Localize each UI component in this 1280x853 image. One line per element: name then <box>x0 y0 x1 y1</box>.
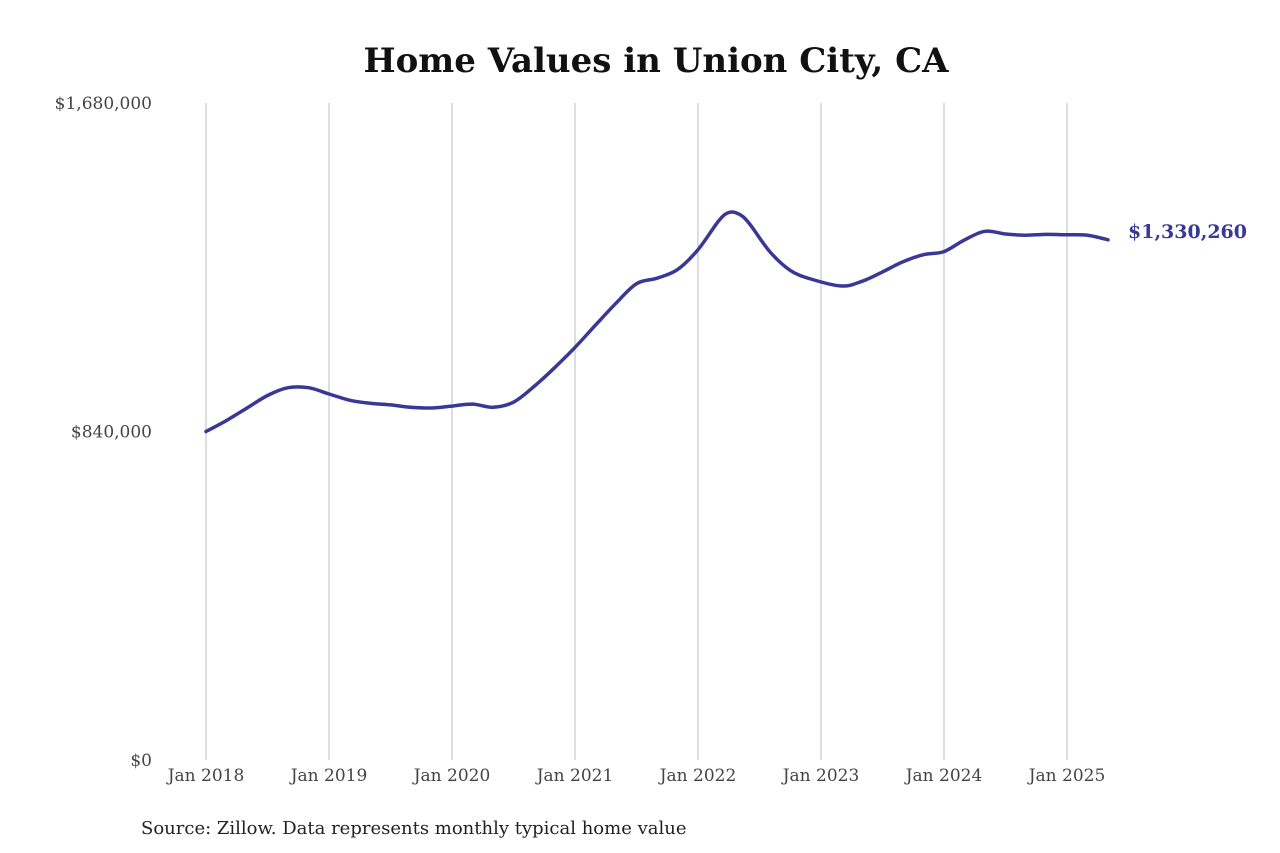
x-tick-label: Jan 2022 <box>658 766 737 786</box>
x-gridlines <box>205 103 1068 760</box>
y-axis: $0 $840,000 $1,680,000 <box>55 94 152 771</box>
x-tick-label: Jan 2024 <box>904 766 983 786</box>
x-tick-label: Jan 2018 <box>166 766 245 786</box>
source-note: Source: Zillow. Data represents monthly … <box>141 818 687 839</box>
series-line <box>204 210 1110 434</box>
y-tick-label: $840,000 <box>71 423 152 443</box>
y-tick-label: $0 <box>130 751 152 771</box>
x-tick-label: Jan 2023 <box>781 766 860 786</box>
end-value-label: $1,330,260 <box>1128 221 1247 243</box>
y-tick-label: $1,680,000 <box>55 94 152 114</box>
chart-title: Home Values in Union City, CA <box>363 41 949 81</box>
x-tick-label: Jan 2020 <box>412 766 491 786</box>
x-tick-label: Jan 2025 <box>1027 766 1106 786</box>
x-tick-label: Jan 2021 <box>535 766 614 786</box>
x-axis: Jan 2018 Jan 2019 Jan 2020 Jan 2021 Jan 2022… <box>166 766 1106 786</box>
series-group <box>204 210 1110 434</box>
x-tick-label: Jan 2019 <box>289 766 368 786</box>
